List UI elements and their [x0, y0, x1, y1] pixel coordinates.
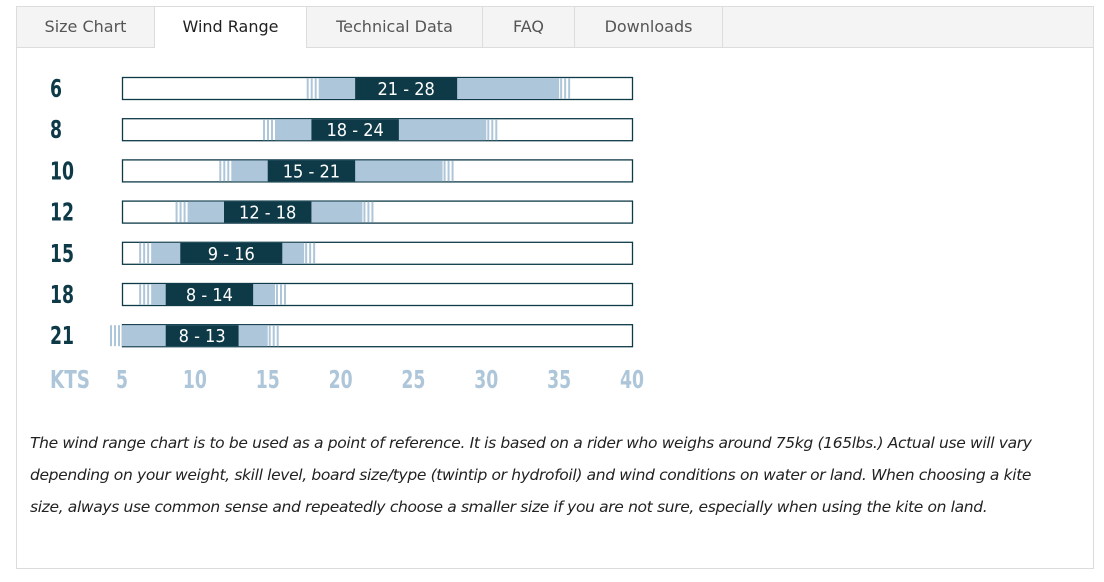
core-range-label: 21 - 28: [377, 79, 434, 100]
size-label: 15: [50, 239, 74, 268]
extended-range-fade: [314, 78, 317, 99]
x-tick-label: 20: [329, 365, 353, 394]
size-label: 8: [50, 115, 62, 144]
tab-faq[interactable]: FAQ: [483, 7, 575, 47]
x-tick-label: 5: [116, 365, 128, 394]
extended-range-fade: [305, 242, 308, 264]
extended-range-fade: [179, 201, 182, 223]
core-range-bar: [311, 119, 399, 141]
extended-range-fade: [306, 78, 309, 99]
extended-range-fade: [143, 242, 146, 264]
core-range-label: 8 - 13: [179, 326, 226, 347]
extended-range-fade: [371, 201, 374, 223]
size-label: 6: [50, 74, 62, 103]
extended-range-fade: [118, 325, 120, 347]
extended-range-fade: [495, 119, 498, 141]
extended-range-fade: [175, 201, 178, 223]
core-range-bar: [355, 78, 458, 99]
extended-range-fade: [447, 160, 450, 182]
x-tick-label: 15: [256, 365, 280, 394]
extended-range-fade: [268, 325, 271, 347]
extended-range-fade: [451, 160, 454, 182]
core-range-label: 12 - 18: [239, 203, 296, 224]
core-range-label: 15 - 21: [283, 161, 340, 182]
core-range-label: 18 - 24: [326, 120, 383, 141]
extended-range-fade: [267, 119, 269, 141]
extended-range-fade: [271, 119, 273, 141]
core-range-label: 9 - 16: [208, 244, 255, 265]
size-label: 12: [50, 198, 74, 227]
axis-label: KTS: [50, 365, 90, 394]
extended-range-fade: [363, 201, 366, 223]
x-tick-label: 25: [401, 365, 425, 394]
extended-range-fade: [110, 325, 112, 347]
tab-wind-range[interactable]: Wind Range: [155, 7, 307, 48]
x-tick-label: 35: [547, 365, 571, 394]
extended-range-fade: [568, 78, 571, 99]
extended-range-fade: [272, 325, 275, 347]
wind-range-note: The wind range chart is to be used as a …: [30, 434, 1032, 516]
extended-range-fade: [276, 284, 278, 305]
extended-range-fade: [310, 78, 313, 99]
x-tick-label: 40: [620, 365, 644, 394]
extended-range-fade: [560, 78, 563, 99]
x-tick-label: 10: [183, 365, 207, 394]
size-label: 21: [50, 321, 74, 350]
core-range-label: 8 - 14: [186, 285, 233, 306]
extended-range-fade: [443, 160, 446, 182]
extended-range-fade: [147, 284, 150, 305]
x-tick-label: 30: [474, 365, 498, 394]
extended-range-fade: [219, 160, 222, 182]
wind-range-chart: 6 21 - 28 8 18 - 24 10 15 - 21 12 12 - 18 15 9 - …: [50, 74, 644, 394]
core-range-bar: [267, 160, 356, 182]
extended-range-fade: [227, 160, 230, 182]
core-range-bar: [180, 242, 283, 264]
extended-range-fade: [223, 160, 226, 182]
extended-range-fade: [139, 284, 142, 305]
extended-range-fade: [143, 284, 146, 305]
extended-range-fade: [491, 119, 494, 141]
extended-range-fade: [139, 242, 142, 264]
tab-technical-data[interactable]: Technical Data: [307, 7, 483, 47]
core-range-bar: [165, 284, 254, 305]
extended-range-fade: [263, 119, 265, 141]
size-label: 18: [50, 280, 74, 309]
extended-range-fade: [367, 201, 370, 223]
extended-range-fade: [564, 78, 567, 99]
extended-range-fade: [284, 284, 286, 305]
extended-range-fade: [313, 242, 316, 264]
extended-range-fade: [276, 325, 279, 347]
extended-range-fade: [487, 119, 490, 141]
size-label: 10: [50, 156, 74, 185]
extended-range-fade: [280, 284, 282, 305]
extended-range-fade: [183, 201, 186, 223]
extended-range-fade: [147, 242, 150, 264]
tab-downloads[interactable]: Downloads: [575, 7, 723, 47]
tab-size-chart[interactable]: Size Chart: [17, 7, 155, 47]
tab-bar: Size Chart Wind Range Technical Data FAQ…: [17, 7, 1093, 48]
extended-range-fade: [114, 325, 116, 347]
core-range-bar: [224, 201, 312, 223]
extended-range-fade: [309, 242, 312, 264]
core-range-bar: [165, 325, 239, 347]
